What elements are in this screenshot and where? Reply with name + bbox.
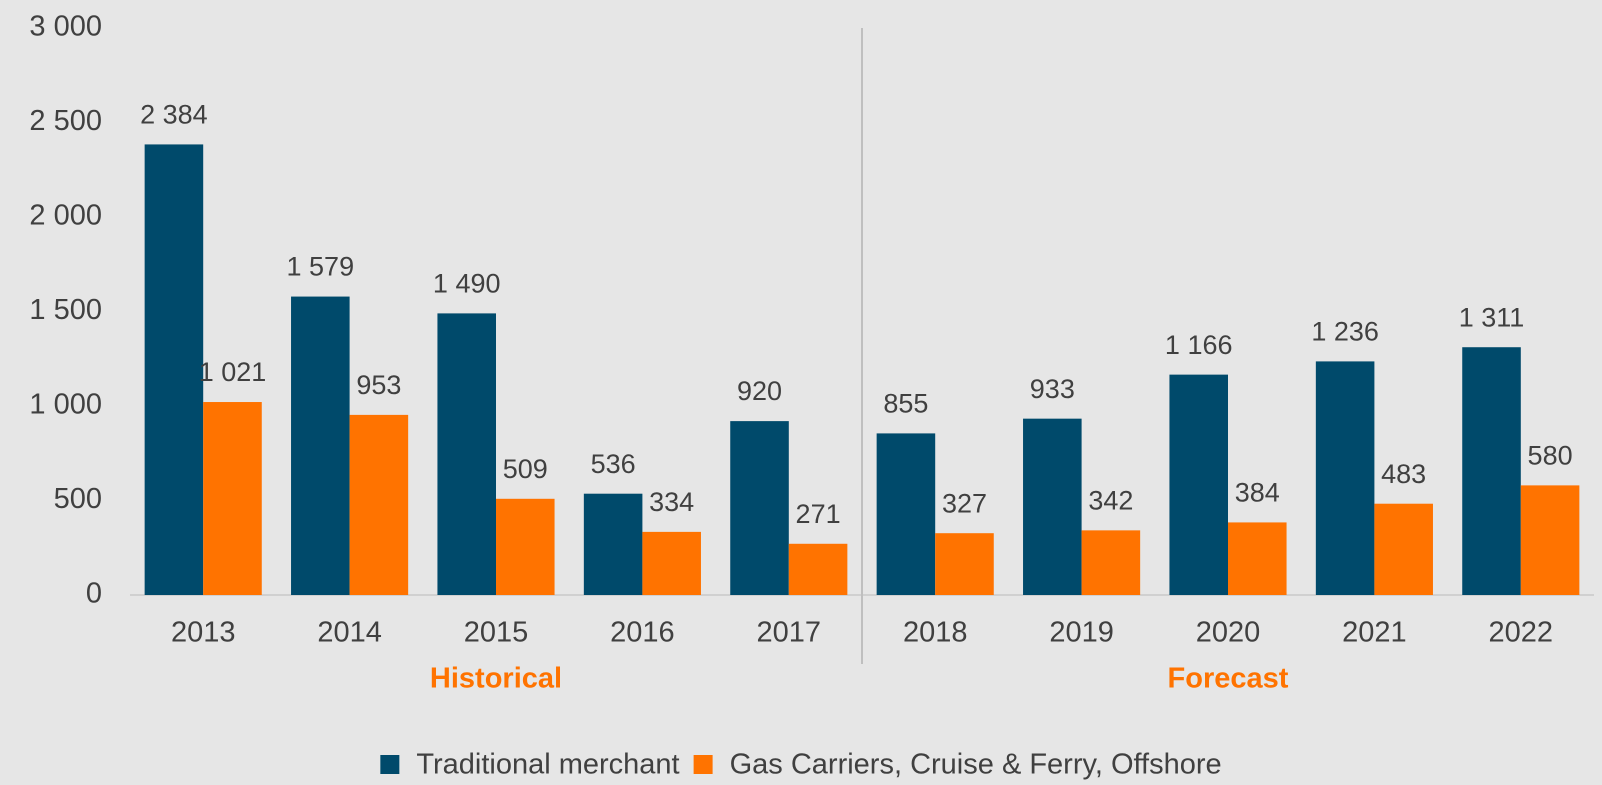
bar: [583, 493, 643, 595]
bar: [876, 433, 936, 595]
y-tick-label: 500: [54, 483, 102, 515]
value-label: 933: [1030, 374, 1075, 404]
legend-swatch: [693, 755, 713, 774]
bar: [1023, 418, 1082, 595]
value-label: 1 236: [1311, 317, 1379, 347]
bar: [730, 421, 789, 595]
bar: [788, 543, 848, 595]
x-tick-label: 2017: [757, 617, 822, 649]
value-label: 920: [737, 376, 782, 406]
x-tick-label: 2014: [317, 617, 382, 649]
bar: [1520, 485, 1580, 595]
bar: [642, 531, 701, 595]
x-tick-label: 2016: [610, 617, 675, 649]
bar: [1228, 522, 1287, 595]
value-label: 384: [1235, 478, 1280, 508]
value-label: 509: [503, 454, 548, 484]
value-label: 334: [649, 487, 694, 517]
value-label: 580: [1528, 441, 1573, 471]
bar: [437, 313, 496, 595]
legend: Traditional merchant Gas Carriers, Cruise…: [380, 749, 1222, 781]
x-tick-label: 2020: [1196, 617, 1261, 649]
value-label: 342: [1088, 485, 1133, 515]
bar: [1169, 374, 1228, 595]
value-label: 1 579: [287, 252, 355, 282]
x-tick-label: 2021: [1342, 617, 1407, 649]
x-tick-label: 2022: [1489, 617, 1554, 649]
value-label: 271: [796, 499, 841, 529]
y-tick-label: 0: [86, 578, 102, 610]
x-tick-label: 2013: [171, 617, 236, 649]
legend-label: Gas Carriers, Cruise & Ferry, Offshore: [730, 749, 1222, 781]
bar: [1462, 347, 1521, 595]
value-label: 1 311: [1459, 302, 1525, 332]
y-tick-label: 3 000: [29, 11, 102, 43]
value-label: 953: [356, 370, 401, 400]
bar: [1374, 503, 1433, 595]
bar: [496, 498, 555, 595]
y-tick-label: 1 500: [29, 294, 102, 326]
value-label: 327: [942, 488, 987, 518]
value-label: 2 384: [140, 100, 208, 130]
x-tick-label: 2015: [464, 617, 529, 649]
annotation: Forecast: [1168, 663, 1289, 695]
value-label: 1 021: [199, 357, 267, 387]
x-tick-label: 2018: [903, 617, 968, 649]
legend-label: Traditional merchant: [416, 749, 679, 781]
bar: [203, 402, 262, 595]
annotation: Historical: [430, 663, 562, 695]
value-label: 1 490: [433, 269, 501, 299]
value-label: 1 166: [1165, 330, 1233, 360]
legend-swatch: [380, 755, 400, 774]
y-tick-label: 2 500: [29, 105, 102, 137]
bar: [349, 414, 409, 595]
value-label: 483: [1381, 459, 1426, 489]
bar: [291, 296, 350, 595]
y-tick-label: 2 000: [29, 200, 102, 232]
bar: [1081, 530, 1141, 595]
y-tick-label: 1 000: [29, 389, 102, 421]
value-label: 536: [591, 449, 636, 479]
x-tick-label: 2019: [1049, 617, 1114, 649]
bar: [935, 533, 994, 595]
bar: [144, 144, 204, 595]
value-label: 855: [883, 389, 928, 419]
bar: [1315, 361, 1375, 595]
